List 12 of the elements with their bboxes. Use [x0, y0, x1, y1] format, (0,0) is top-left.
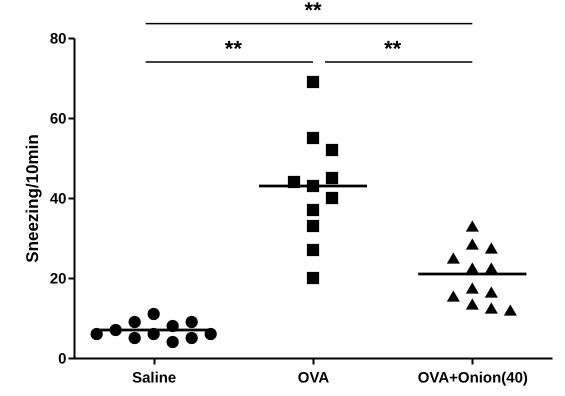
x-tick-label: Saline: [132, 370, 176, 386]
y-tick-label: 0: [58, 350, 66, 368]
y-tick-label: 20: [50, 270, 66, 288]
y-tick-label: 80: [50, 30, 66, 48]
x-tick-label: OVA: [298, 370, 330, 386]
y-tick-label: 60: [50, 110, 66, 128]
x-tick-label: OVA+Onion(40): [418, 370, 528, 386]
text: **: [304, 0, 322, 23]
annotation: **: [384, 36, 402, 61]
y-tick-label: 40: [50, 190, 66, 208]
y-axis-title: Sneezing/10min: [22, 134, 42, 263]
annotation: **: [224, 36, 242, 61]
